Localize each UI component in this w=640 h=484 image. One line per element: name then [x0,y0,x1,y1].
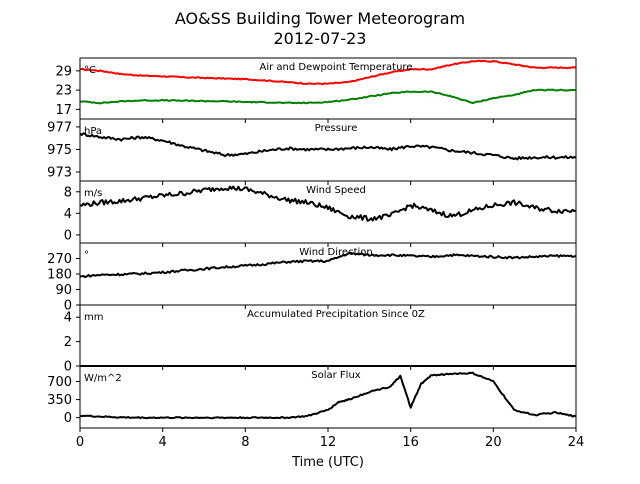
panel-unit-label: W/m^2 [84,373,122,384]
panels-group: Air and Dewpoint Temperature °C 17 23 29 Pres… [47,57,585,450]
x-tick-label: 8 [241,435,249,450]
y-tick-label: 350 [47,393,72,408]
series-line-1 [79,88,577,105]
y-tick-label: 180 [47,268,72,283]
y-tick-label: 0 [64,411,72,426]
series-line-0 [79,59,577,86]
series-line-0 [79,371,577,420]
x-tick-label: 0 [76,435,84,450]
y-tick-label: 4 [64,311,72,326]
y-tick-label: 977 [47,120,72,135]
x-tick-label: 12 [320,435,337,450]
y-tick-label: 2 [64,335,72,350]
panel-unit-label: m/s [84,188,102,199]
panel-2: Wind Speed m/s 0 4 8 [64,180,577,247]
panel-0: Air and Dewpoint Temperature °C 17 23 29 [55,57,577,123]
panel-title: Solar Flux [311,370,361,381]
y-tick-label: 8 [64,185,72,200]
panel-title: Air and Dewpoint Temperature [260,62,413,73]
x-tick-label: 4 [159,435,167,450]
x-tick-label: 20 [485,435,502,450]
y-tick-label: 0 [64,360,72,375]
panel-unit-label: mm [84,312,103,323]
panel-unit-label: ° [84,250,89,261]
panel-title: Accumulated Precipitation Since 0Z [247,309,425,320]
y-tick-label: 270 [47,252,72,267]
panel-title: Wind Direction [299,247,373,258]
panel-unit-label: °C [84,65,96,76]
series-line-0 [79,132,577,161]
y-tick-label: 975 [47,143,72,158]
y-tick-label: 4 [64,207,72,222]
y-tick-label: 17 [55,103,72,118]
y-tick-label: 0 [64,228,72,243]
series-line-0 [79,251,577,279]
panel-title: Pressure [315,123,358,134]
x-tick-label: 16 [402,435,419,450]
y-tick-label: 90 [55,283,72,298]
y-tick-label: 29 [55,64,72,79]
series-line-0 [79,185,577,222]
y-tick-label: 23 [55,84,72,99]
panel-title: Wind Speed [306,185,366,196]
figure-title: AO&SS Building Tower Meteorogram [175,9,465,28]
figure-subtitle-date: 2012-07-23 [274,29,367,48]
panel-1: Pressure hPa 973 975 977 [47,118,577,185]
y-tick-label: 0 [64,299,72,314]
x-axis-label: Time (UTC) [291,455,364,470]
panel-unit-label: hPa [84,126,102,137]
panel-4: Accumulated Precipitation Since 0Z mm 0 2 4 [64,304,577,375]
x-tick-label: 24 [568,435,585,450]
panel-5: Solar Flux W/m^2 0 350 700 0 4 8 12 16 20 24 [47,365,585,450]
y-tick-label: 973 [47,165,72,180]
y-tick-label: 700 [47,375,72,390]
